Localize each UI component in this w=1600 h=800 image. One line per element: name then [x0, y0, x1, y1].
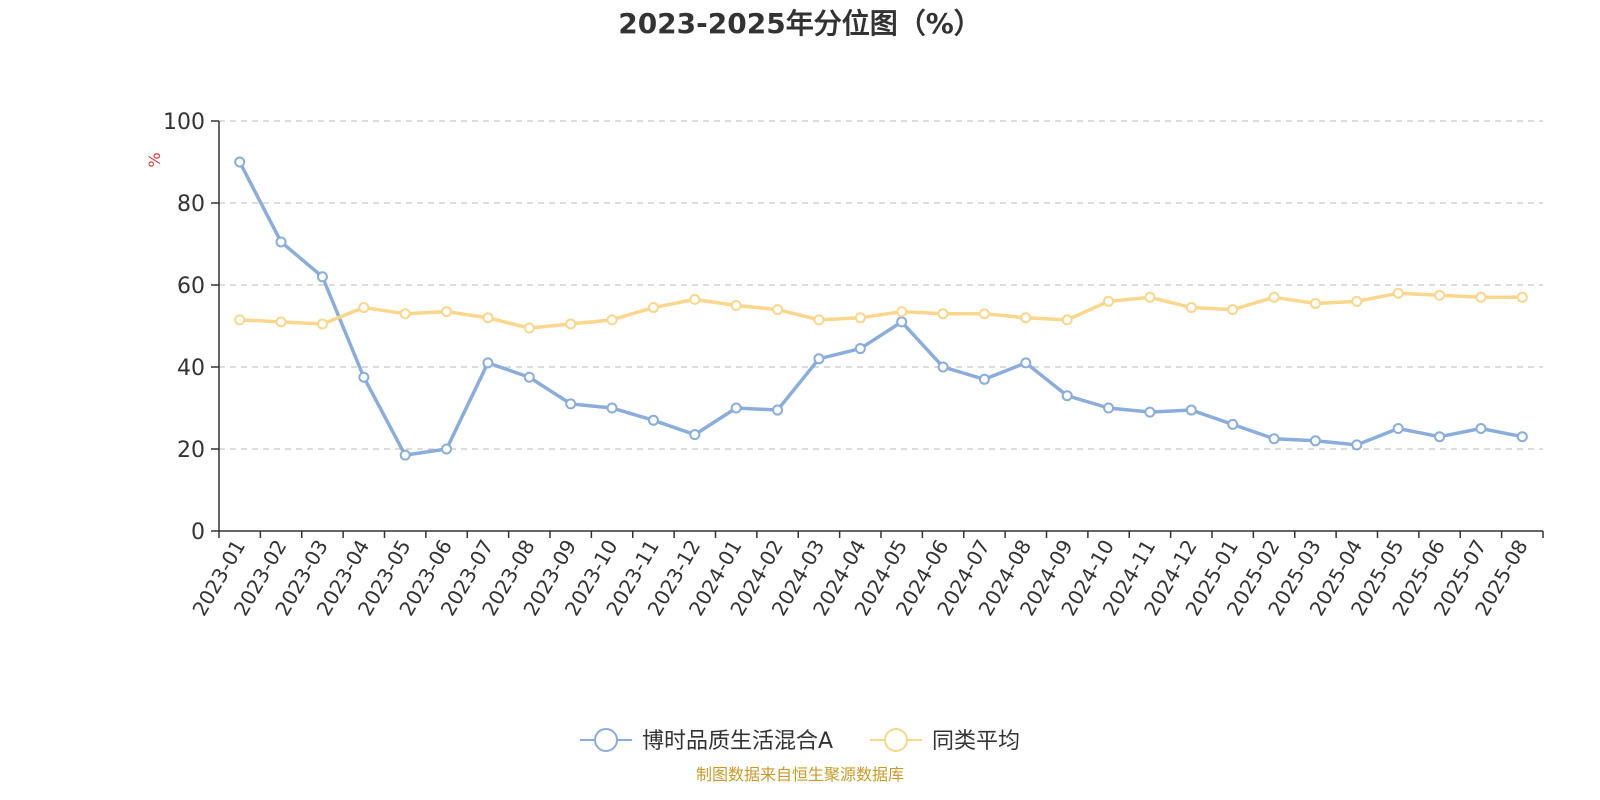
data-point[interactable]	[896, 306, 908, 318]
data-point[interactable]	[689, 293, 701, 305]
source-note: 制图数据来自恒生聚源数据库	[696, 765, 904, 784]
data-point[interactable]	[399, 308, 411, 320]
x-tick-labels: 2023-012023-022023-032023-042023-052023-…	[187, 536, 1532, 620]
data-point[interactable]	[1185, 302, 1197, 314]
data-point[interactable]	[482, 357, 494, 369]
grid-lines	[219, 120, 1543, 450]
data-point[interactable]	[1227, 418, 1239, 430]
data-point[interactable]	[937, 308, 949, 320]
legend-label: 博时品质生活混合A	[642, 729, 833, 754]
data-point[interactable]	[275, 316, 287, 328]
data-point[interactable]	[1392, 287, 1404, 299]
data-point[interactable]	[1351, 295, 1363, 307]
y-tick-label: 0	[191, 520, 205, 545]
data-point[interactable]	[1103, 402, 1115, 414]
series-lines	[234, 156, 1528, 461]
y-axis-unit: %	[145, 152, 164, 167]
data-point[interactable]	[1516, 291, 1528, 303]
data-point[interactable]	[523, 371, 535, 383]
y-tick-label: 40	[177, 356, 205, 381]
data-point[interactable]	[1103, 295, 1115, 307]
data-point[interactable]	[978, 308, 990, 320]
data-point[interactable]	[275, 236, 287, 248]
data-point[interactable]	[358, 302, 370, 314]
data-point[interactable]	[1061, 390, 1073, 402]
y-tick-label: 80	[177, 192, 205, 217]
data-point[interactable]	[565, 318, 577, 330]
legend-item-2[interactable]: 同类平均	[870, 728, 1020, 754]
series-line-2	[239, 291, 1523, 330]
data-point[interactable]	[937, 361, 949, 373]
data-point[interactable]	[1020, 357, 1032, 369]
data-point[interactable]	[1475, 291, 1487, 303]
legend[interactable]: 博时品质生活混合A 同类平均	[580, 728, 1020, 754]
y-tick-label: 100	[163, 110, 205, 135]
data-point[interactable]	[1309, 435, 1321, 447]
data-point[interactable]	[399, 449, 411, 461]
data-point[interactable]	[730, 300, 742, 311]
data-point[interactable]	[1268, 291, 1280, 303]
data-point[interactable]	[813, 314, 825, 326]
data-point[interactable]	[606, 314, 618, 326]
data-point[interactable]	[896, 316, 908, 328]
chart-title: 2023-2025年分位图（%）	[618, 7, 982, 40]
data-point[interactable]	[316, 318, 328, 330]
legend-item-1[interactable]: 博时品质生活混合A	[580, 728, 833, 754]
data-point[interactable]	[1434, 431, 1446, 443]
y-tick-label: 60	[177, 274, 205, 299]
axes	[211, 120, 1544, 538]
data-point[interactable]	[813, 353, 825, 365]
data-point[interactable]	[1227, 304, 1239, 316]
data-point[interactable]	[482, 312, 494, 324]
data-point[interactable]	[978, 373, 990, 385]
data-point[interactable]	[854, 343, 866, 355]
data-point[interactable]	[854, 312, 866, 324]
data-point[interactable]	[1516, 431, 1528, 443]
data-point[interactable]	[606, 402, 618, 414]
data-point[interactable]	[1268, 433, 1280, 445]
data-point[interactable]	[565, 398, 577, 410]
data-point[interactable]	[1475, 423, 1487, 434]
data-point[interactable]	[523, 322, 535, 334]
y-tick-labels: 0 20 40 60 80 100	[163, 110, 205, 545]
data-point[interactable]	[1185, 404, 1197, 416]
data-point[interactable]	[234, 156, 246, 168]
data-point[interactable]	[234, 314, 246, 326]
series-line-1	[238, 161, 1523, 457]
legend-marker	[594, 728, 618, 752]
data-point[interactable]	[358, 371, 370, 383]
data-point[interactable]	[316, 271, 328, 283]
data-point[interactable]	[647, 414, 659, 426]
data-point[interactable]	[689, 429, 701, 441]
data-point[interactable]	[772, 304, 784, 316]
legend-label: 同类平均	[932, 729, 1020, 754]
data-point[interactable]	[1309, 297, 1321, 309]
data-point[interactable]	[1020, 312, 1032, 324]
data-point[interactable]	[441, 443, 453, 455]
data-point[interactable]	[1144, 291, 1156, 303]
data-point[interactable]	[1434, 289, 1446, 301]
y-tick-label: 20	[177, 438, 205, 463]
data-point[interactable]	[1392, 423, 1404, 434]
data-point[interactable]	[441, 306, 453, 318]
data-point[interactable]	[1351, 439, 1363, 451]
data-point[interactable]	[730, 402, 742, 414]
data-point[interactable]	[647, 302, 659, 314]
data-point[interactable]	[1061, 314, 1073, 326]
data-point[interactable]	[1144, 406, 1156, 418]
legend-marker	[884, 728, 908, 752]
data-point[interactable]	[772, 404, 784, 416]
